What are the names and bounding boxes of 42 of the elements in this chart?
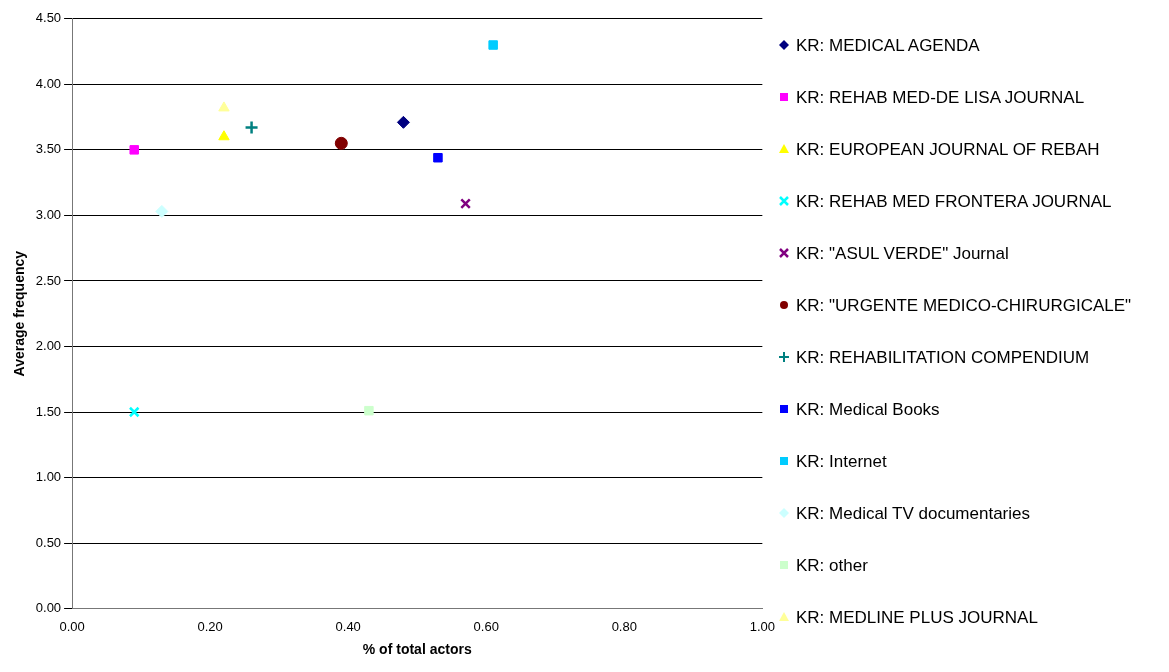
y-tick-label: 1.00 (35, 469, 62, 485)
y-tick-label: 3.00 (35, 206, 62, 222)
legend-label: KR: "ASUL VERDE" Journal (796, 244, 1009, 264)
legend-label: KR: Medical Books (796, 400, 940, 420)
point (244, 120, 259, 135)
point (488, 40, 498, 50)
legend-label: KR: MEDLINE PLUS JOURNAL (796, 608, 1038, 628)
y-tick-label: 3.50 (35, 141, 62, 157)
legend-label: KR: REHAB MED-DE LISA JOURNAL (796, 88, 1085, 108)
x-tick-label: 1.00 (749, 618, 776, 634)
legend-label: KR: other (796, 556, 868, 576)
legend-label: KR: Medical TV documentaries (796, 504, 1031, 524)
point (460, 198, 472, 210)
y-tick-label: 2.50 (35, 272, 62, 288)
x-tick-label: 0.60 (473, 618, 499, 634)
point (128, 406, 140, 418)
point (129, 145, 139, 155)
y-tick-label: 4.50 (35, 10, 62, 26)
point (218, 101, 230, 112)
y-tick-label: 2.00 (35, 338, 62, 354)
point (334, 136, 348, 150)
y-tick-label: 4.00 (35, 75, 62, 91)
legend-label: KR: "URGENTE MEDICO-CHIRURGICALE" (796, 296, 1132, 316)
x-tick-label: 0.20 (197, 618, 223, 634)
x-tick-label: 0.00 (59, 618, 85, 634)
x-tick-label: 0.40 (335, 618, 361, 634)
y-tick-label: 0.50 (35, 534, 62, 550)
legend-label: KR: MEDICAL AGENDA (796, 36, 980, 56)
point (155, 204, 169, 218)
point (433, 152, 443, 163)
legend-label: KR: EUROPEAN JOURNAL OF REBAH (796, 140, 1100, 160)
legend-label: KR: REHAB MED FRONTERA JOURNAL (796, 192, 1112, 212)
legend-label: KR: REHABILITATION COMPENDIUM (796, 348, 1090, 368)
y-tick-label: 1.50 (35, 403, 62, 419)
point (396, 115, 410, 129)
y-axis-title: Average frequency (11, 250, 28, 377)
point (218, 130, 230, 141)
x-tick-label: 0.80 (611, 618, 637, 634)
point (364, 405, 374, 416)
x-axis-title: % of total actors (362, 641, 472, 658)
y-tick-label: 0.00 (35, 600, 62, 616)
legend-label: KR: Internet (796, 452, 887, 472)
